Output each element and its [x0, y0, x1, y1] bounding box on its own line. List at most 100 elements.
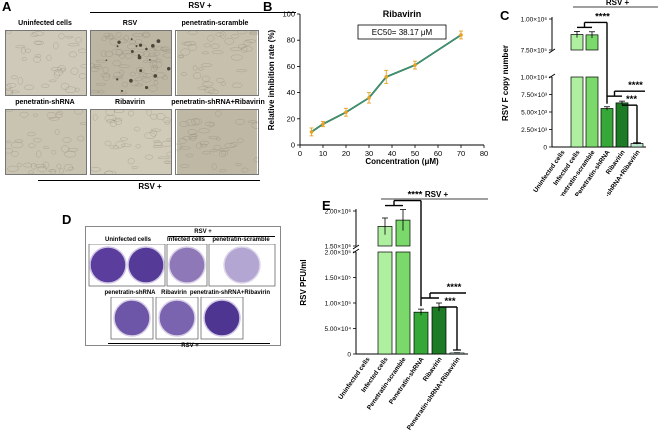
cell-outline — [221, 149, 228, 156]
panel-d-label: D — [62, 212, 72, 227]
cell-outline — [211, 50, 224, 55]
plate-caption: penetratin-shRNA+Ribavirin — [189, 290, 271, 296]
cell-outline — [236, 31, 247, 35]
ec50-label: EC50= 38.17 μM — [372, 28, 433, 37]
y-tick-label: 2.50×10³ — [521, 127, 548, 134]
cell-outline — [201, 51, 209, 55]
syncytium-dot — [151, 44, 155, 48]
cell-outline — [236, 69, 248, 73]
bar — [600, 108, 614, 148]
cell-outline — [113, 71, 123, 79]
y-tick-label: 40 — [287, 88, 295, 97]
syncytium-dot — [166, 67, 171, 71]
cell-outline — [35, 150, 42, 158]
plate-header: RSV + — [194, 229, 212, 235]
cell-outline — [64, 151, 77, 158]
plate-well — [89, 246, 127, 284]
cell-outline — [219, 169, 227, 173]
cell-outline — [201, 63, 213, 68]
syncytium-dot — [129, 78, 133, 83]
axis-break-mark — [548, 48, 556, 54]
x-tick-label: 10 — [319, 149, 327, 158]
micrograph-ribavirin — [90, 109, 172, 175]
cell-outline — [127, 158, 135, 165]
panel-a-label: A — [2, 0, 12, 14]
syncytium-dot — [149, 58, 151, 61]
cell-outline — [162, 117, 171, 123]
cell-outline — [150, 128, 161, 132]
cell-outline — [101, 36, 107, 42]
cell-outline — [10, 90, 20, 94]
cell-outline — [54, 129, 60, 136]
micrograph-bg — [6, 31, 86, 95]
cell-outline — [104, 170, 114, 174]
syncytium-dot — [139, 69, 143, 73]
cell-outline — [162, 52, 171, 58]
cell-outline — [185, 153, 194, 158]
syncytium-dot — [116, 45, 119, 48]
cell-outline — [100, 50, 107, 57]
cell-outline — [213, 144, 222, 151]
cell-outline — [35, 54, 42, 58]
cell-outline — [96, 90, 105, 94]
cell-outline — [210, 43, 220, 49]
cell-outline — [56, 163, 62, 169]
cell-outline — [161, 47, 167, 52]
cell-outline — [65, 35, 74, 39]
cell-outline — [185, 119, 197, 127]
plate-well — [203, 299, 241, 337]
plate-row-top — [88, 244, 276, 287]
y-tick-label: 1.00×10⁵ — [325, 301, 352, 308]
cell-outline — [203, 43, 211, 48]
cell-outline — [199, 140, 209, 146]
data-point — [321, 122, 325, 126]
cell-outline — [179, 54, 184, 58]
significance-label: *** — [626, 94, 637, 105]
micrograph-penetratin-scramble — [175, 30, 259, 96]
cell-outline — [208, 89, 219, 94]
cell-outline — [249, 31, 258, 34]
cell-outline — [70, 67, 79, 75]
cell-outline — [166, 138, 171, 141]
cell-outline — [51, 150, 57, 155]
cell-outline — [118, 64, 130, 69]
cell-outline — [112, 60, 122, 67]
micrograph-uninfected — [5, 30, 87, 96]
cell-outline — [74, 110, 84, 115]
cell-outline — [22, 57, 27, 61]
micrograph-texture — [6, 110, 86, 174]
plate-well — [223, 246, 261, 284]
cell-outline — [179, 146, 191, 150]
syncytium-dot — [105, 59, 108, 61]
syncytium-dot — [120, 89, 123, 92]
y-tick-label: 2.00×10⁶ — [325, 209, 352, 216]
cell-outline — [119, 69, 125, 76]
micrograph-bg — [177, 110, 257, 174]
micrograph-texture — [177, 31, 258, 95]
cell-outline — [116, 31, 122, 38]
cell-outline — [91, 90, 100, 93]
significance-label: **** — [447, 282, 462, 293]
cell-outline — [208, 135, 219, 140]
data-point — [309, 130, 314, 134]
bar — [395, 251, 411, 355]
cell-outline — [115, 141, 125, 149]
plate-caption: penetratin-shRNA — [104, 290, 156, 296]
cell-outline — [210, 149, 218, 153]
data-point — [367, 96, 371, 100]
cell-outline — [93, 66, 103, 69]
cell-outline — [135, 144, 141, 149]
syncytium-dot — [138, 43, 143, 47]
cell-outline — [119, 137, 128, 141]
y-tick-label: 5.00×10⁴ — [325, 326, 352, 333]
cell-outline — [183, 41, 197, 46]
syncytium-dot — [116, 78, 119, 81]
cell-outline — [50, 67, 63, 72]
panel-e-label: E — [322, 198, 331, 213]
cell-outline — [181, 42, 192, 46]
ec50-box — [357, 24, 447, 40]
cell-outline — [43, 146, 50, 149]
cell-outline — [49, 79, 57, 83]
cell-outline — [219, 31, 226, 39]
y-axis-label: RSV PFU/ml — [299, 259, 308, 305]
